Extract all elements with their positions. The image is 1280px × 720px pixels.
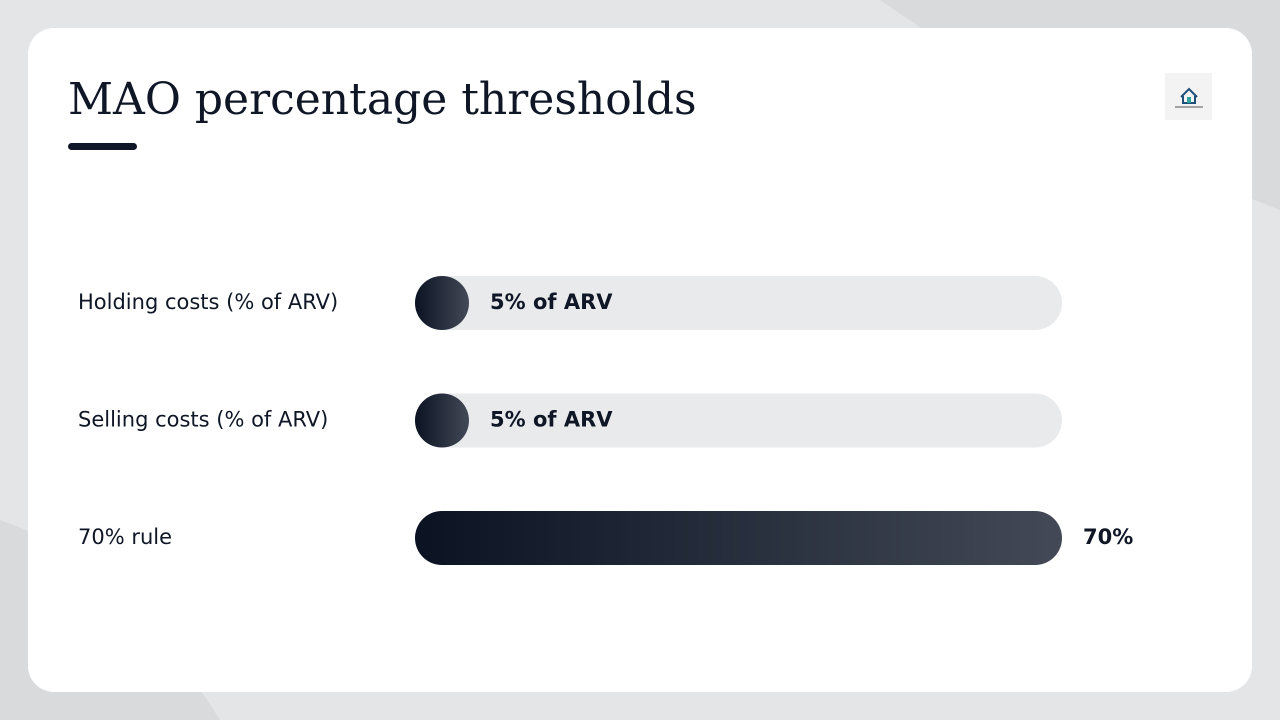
value-label: 5% of ARV (490, 408, 613, 432)
category-label: Holding costs (% of ARV) (78, 290, 338, 314)
bar (415, 393, 469, 448)
logo-box (1165, 73, 1212, 120)
title-underline (68, 143, 137, 150)
chart-title: MAO percentage thresholds (68, 74, 697, 125)
value-label: 70% (1083, 525, 1133, 549)
bar (415, 276, 469, 330)
category-label: Selling costs (% of ARV) (78, 408, 328, 432)
card (28, 28, 1252, 692)
bar (415, 511, 1062, 565)
logo-door (1187, 97, 1191, 103)
bar-track (415, 393, 1062, 448)
value-label: 5% of ARV (490, 290, 613, 314)
logo (1165, 73, 1212, 120)
bar-track (415, 276, 1062, 330)
category-label: 70% rule (78, 525, 172, 549)
